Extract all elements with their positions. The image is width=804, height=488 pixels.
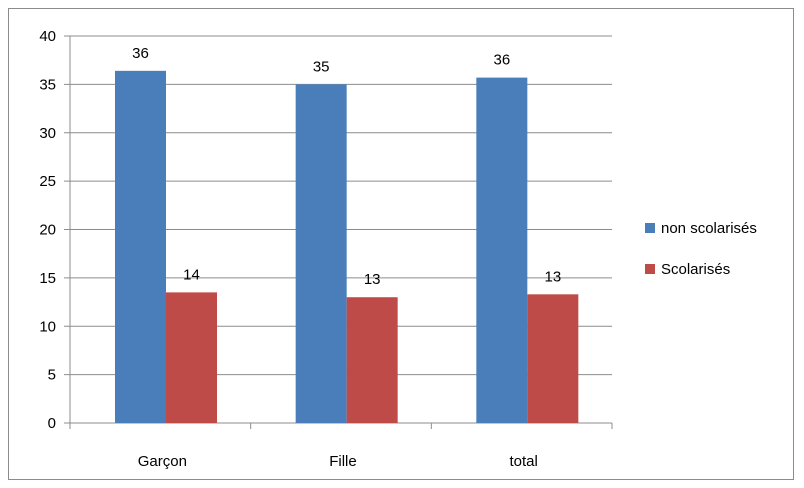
bar	[295, 84, 347, 423]
y-tick-label: 20	[39, 222, 56, 239]
x-category-label: Garçon	[138, 453, 187, 470]
legend-label: Scolarisés	[661, 261, 730, 278]
bar	[166, 292, 217, 423]
y-tick-label: 15	[39, 270, 56, 287]
legend-swatch	[645, 264, 655, 274]
x-category-label: Fille	[329, 453, 357, 470]
y-tick-label: 40	[39, 28, 56, 45]
data-label: 13	[364, 271, 381, 288]
x-category-label: total	[509, 453, 537, 470]
bar	[346, 297, 398, 423]
y-tick-label: 10	[39, 318, 56, 335]
y-tick-label: 25	[39, 173, 56, 190]
y-tick-label: 5	[48, 367, 56, 384]
bar	[527, 294, 579, 423]
data-label: 13	[544, 268, 561, 285]
data-label: 36	[493, 52, 510, 69]
bar	[115, 70, 166, 423]
y-tick-label: 30	[39, 125, 56, 142]
data-label: 14	[183, 266, 200, 283]
legend-label: non scolarisés	[661, 220, 757, 237]
legend-swatch	[645, 223, 655, 233]
bar	[476, 77, 528, 423]
data-label: 36	[132, 45, 149, 62]
data-label: 35	[313, 58, 330, 75]
y-tick-label: 35	[39, 76, 56, 93]
y-tick-label: 0	[48, 415, 56, 432]
